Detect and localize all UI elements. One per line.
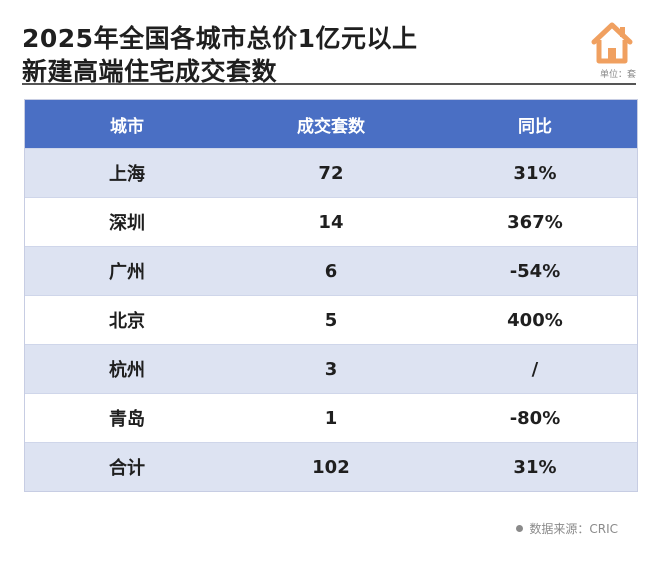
title-line-2: 新建高端住宅成交套数	[22, 57, 278, 86]
column-header-yoy: 同比	[432, 100, 637, 149]
cell-city: 北京	[25, 295, 229, 345]
cell-count: 72	[228, 148, 433, 198]
table-header-row: 城市 成交套数 同比	[25, 100, 637, 149]
title-divider	[22, 83, 636, 85]
page-title: 2025年全国各城市总价1亿元以上 新建高端住宅成交套数	[22, 22, 562, 88]
column-header-city: 城市	[25, 100, 229, 149]
cell-count: 6	[228, 246, 433, 296]
cell-city: 合计	[25, 442, 229, 491]
table-row: 合计 102 31%	[25, 442, 637, 491]
source-note: 数据来源：CRIC	[516, 520, 618, 537]
title-line-1: 2025年全国各城市总价1亿元以上	[22, 24, 418, 53]
cell-city: 杭州	[25, 344, 229, 394]
cell-city: 深圳	[25, 197, 229, 247]
cell-city: 上海	[25, 148, 229, 198]
cell-count: 3	[228, 344, 433, 394]
cell-yoy: -54%	[432, 246, 637, 296]
cell-yoy: 31%	[432, 442, 637, 491]
cell-count: 102	[228, 442, 433, 491]
cell-city: 青岛	[25, 393, 229, 443]
column-header-count: 成交套数	[228, 100, 433, 149]
table-row: 广州 6 -54%	[25, 246, 637, 296]
table-row: 上海 72 31%	[25, 148, 637, 198]
table-body: 上海 72 31% 深圳 14 367% 广州 6 -54% 北京 5 400% 杭州 3/青岛 1 -80%…	[25, 148, 637, 491]
cell-yoy: -80%	[432, 393, 637, 443]
cell-count: 1	[228, 393, 433, 443]
source-text: 数据来源：CRIC	[529, 522, 618, 536]
cell-yoy: 400%	[432, 295, 637, 345]
cell-city: 广州	[25, 246, 229, 296]
dot-icon	[516, 525, 524, 532]
table-row: 深圳 14 367%	[25, 197, 637, 247]
unit-label: 单位：套	[599, 70, 636, 80]
table-row: 北京 5 400%	[25, 295, 637, 345]
data-table: 城市 成交套数 同比 上海 72 31% 深圳 14 367% 广州 6 -54% 北京 5 400%…	[24, 99, 638, 492]
cell-count: 14	[228, 197, 433, 247]
cell-count: 5	[228, 295, 433, 345]
cell-yoy: 367%	[432, 197, 637, 247]
house-icon	[591, 22, 633, 64]
table-row: 青岛 1 -80%	[25, 393, 637, 443]
cell-yoy: /	[432, 344, 637, 394]
cell-yoy: 31%	[432, 148, 637, 198]
table-row: 杭州 3/	[25, 344, 637, 394]
